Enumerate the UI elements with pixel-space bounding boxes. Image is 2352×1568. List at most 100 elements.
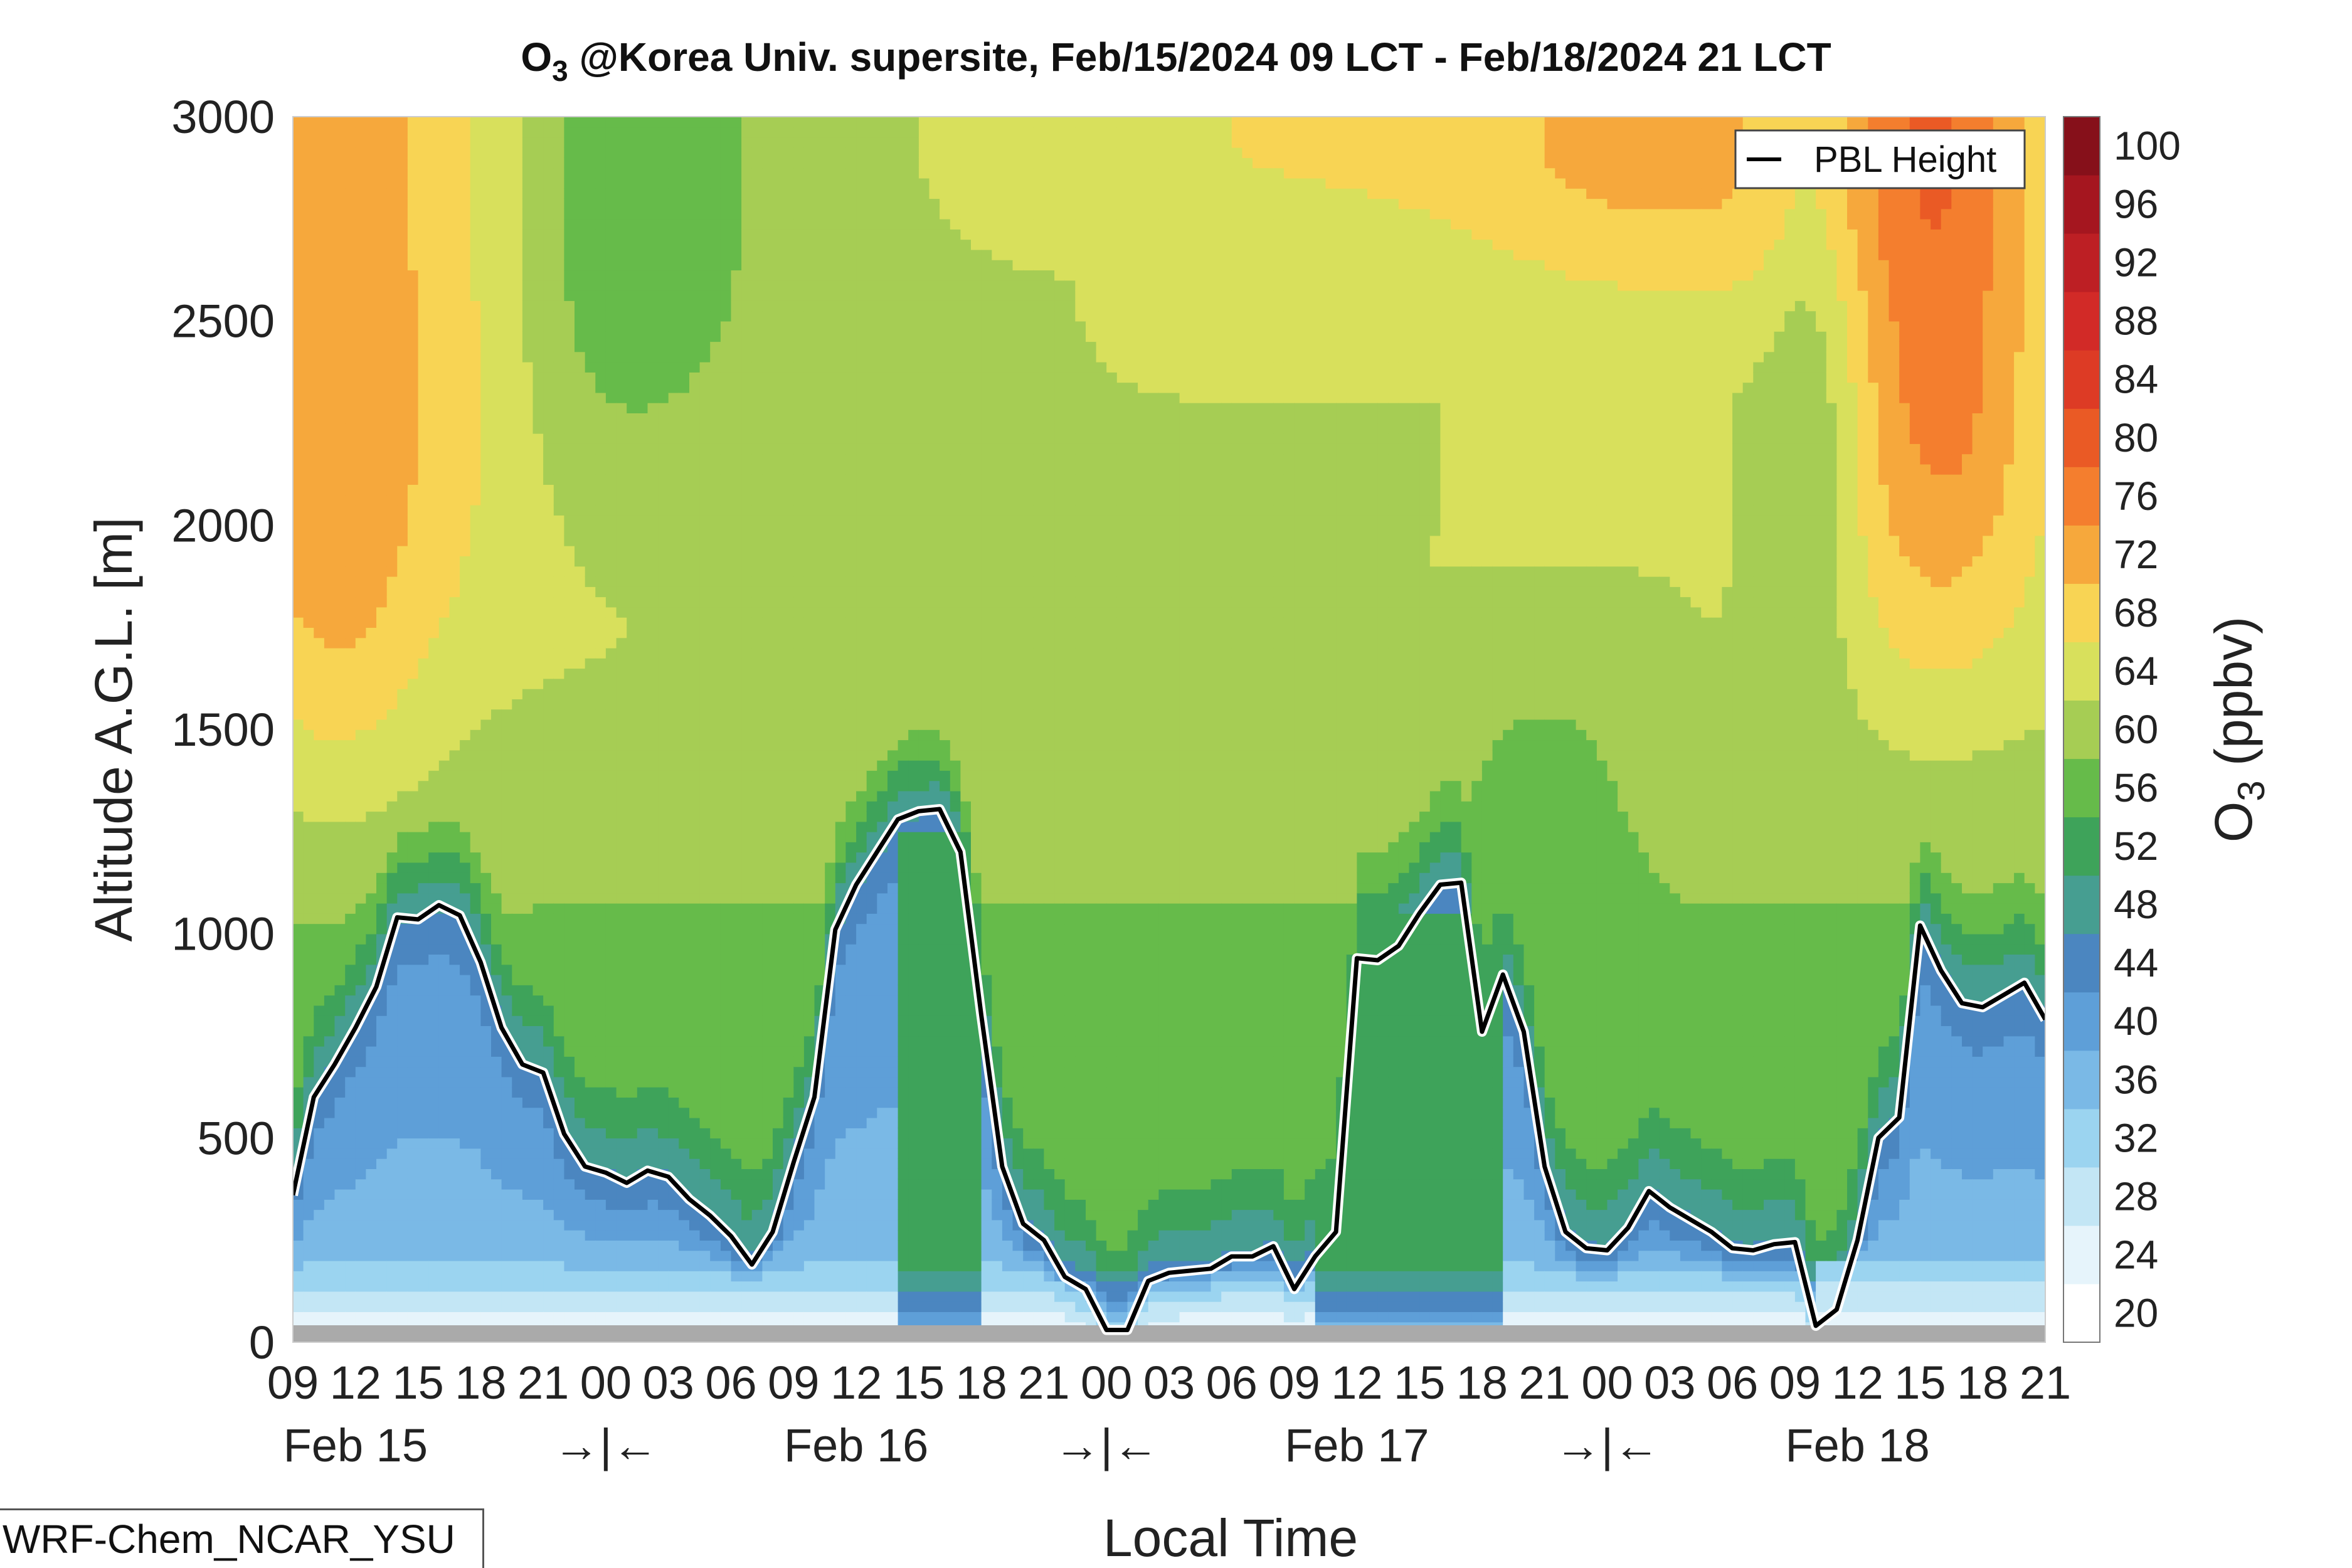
field-cell bbox=[418, 821, 429, 832]
field-cell bbox=[449, 821, 460, 832]
field-cell bbox=[710, 1301, 721, 1312]
field-cell bbox=[355, 1168, 367, 1180]
field-cell bbox=[595, 188, 607, 199]
field-cell bbox=[418, 310, 429, 322]
field-cell bbox=[689, 300, 701, 312]
field-cell bbox=[324, 903, 336, 914]
field-cell bbox=[564, 1117, 575, 1128]
field-cell bbox=[491, 566, 502, 577]
field-cell bbox=[366, 617, 377, 628]
field-cell bbox=[386, 658, 398, 669]
field-cell bbox=[522, 933, 534, 945]
field-cell bbox=[386, 1281, 398, 1292]
field-cell bbox=[605, 443, 617, 455]
field-cell bbox=[355, 382, 367, 393]
field-cell bbox=[512, 1301, 523, 1312]
field-cell bbox=[303, 596, 314, 608]
field-cell bbox=[428, 985, 440, 996]
field-cell bbox=[585, 218, 596, 230]
field-cell bbox=[575, 1260, 586, 1271]
field-cell bbox=[470, 790, 482, 802]
field-cell bbox=[345, 1199, 356, 1210]
field-cell bbox=[679, 1229, 690, 1241]
field-cell bbox=[679, 882, 690, 894]
field-cell bbox=[543, 260, 554, 271]
field-cell bbox=[595, 361, 607, 373]
field-cell bbox=[564, 831, 575, 842]
field-cell bbox=[543, 229, 554, 240]
field-cell bbox=[627, 372, 638, 383]
field-cell bbox=[449, 1168, 460, 1180]
field-cell bbox=[418, 1291, 429, 1302]
field-cell bbox=[386, 453, 398, 465]
field-cell bbox=[553, 1271, 565, 1282]
field-cell bbox=[658, 1189, 669, 1200]
field-cell bbox=[303, 719, 314, 730]
field-cell bbox=[460, 831, 471, 842]
field-cell bbox=[418, 1138, 429, 1149]
field-cell bbox=[575, 760, 586, 771]
field-cell bbox=[679, 1271, 690, 1282]
field-cell bbox=[366, 943, 377, 955]
field-cell bbox=[627, 1199, 638, 1210]
field-cell bbox=[366, 923, 377, 935]
field-cell bbox=[575, 1168, 586, 1180]
field-cell bbox=[595, 453, 607, 465]
field-cell bbox=[585, 729, 596, 741]
field-cell bbox=[293, 392, 304, 403]
field-cell bbox=[480, 943, 492, 955]
field-cell bbox=[637, 943, 649, 955]
field-cell bbox=[428, 1005, 440, 1016]
field-cell bbox=[491, 1046, 502, 1057]
field-cell bbox=[386, 1179, 398, 1190]
field-cell bbox=[637, 525, 649, 536]
field-cell bbox=[355, 842, 367, 853]
field-cell bbox=[438, 1097, 450, 1108]
field-cell bbox=[480, 923, 492, 935]
field-cell bbox=[595, 637, 607, 649]
field-cell bbox=[647, 208, 659, 220]
field-cell bbox=[522, 576, 534, 587]
field-cell bbox=[532, 515, 544, 526]
field-cell bbox=[366, 167, 377, 179]
field-cell bbox=[522, 1189, 534, 1200]
field-cell bbox=[470, 739, 482, 751]
field-cell bbox=[668, 790, 680, 802]
field-cell bbox=[303, 821, 314, 832]
field-cell bbox=[564, 310, 575, 322]
field-cell bbox=[334, 637, 346, 649]
field-cell bbox=[303, 913, 314, 924]
field-cell bbox=[585, 260, 596, 271]
field-cell bbox=[397, 842, 408, 853]
field-cell bbox=[449, 842, 460, 853]
field-cell bbox=[418, 484, 429, 495]
field-cell bbox=[470, 596, 482, 608]
field-cell bbox=[720, 760, 732, 771]
field-cell bbox=[303, 586, 314, 598]
field-cell bbox=[532, 943, 544, 955]
field-cell bbox=[522, 964, 534, 975]
field-cell bbox=[324, 525, 336, 536]
field-cell bbox=[679, 954, 690, 965]
field-cell bbox=[334, 177, 346, 189]
field-cell bbox=[491, 382, 502, 393]
field-cell bbox=[418, 617, 429, 628]
field-cell bbox=[595, 127, 607, 138]
field-cell bbox=[543, 729, 554, 741]
field-cell bbox=[407, 1250, 419, 1261]
field-cell bbox=[449, 515, 460, 526]
field-cell bbox=[564, 1199, 575, 1210]
field-cell bbox=[595, 985, 607, 996]
field-cell bbox=[595, 290, 607, 301]
field-cell bbox=[366, 872, 377, 884]
field-cell bbox=[585, 1311, 596, 1323]
field-cell bbox=[668, 729, 680, 741]
field-cell bbox=[689, 801, 701, 812]
field-cell bbox=[668, 647, 680, 659]
field-cell bbox=[512, 964, 523, 975]
field-cell bbox=[699, 985, 711, 996]
field-cell bbox=[668, 1046, 680, 1057]
field-cell bbox=[501, 1291, 512, 1302]
field-cell bbox=[386, 556, 398, 567]
field-cell bbox=[355, 770, 367, 781]
